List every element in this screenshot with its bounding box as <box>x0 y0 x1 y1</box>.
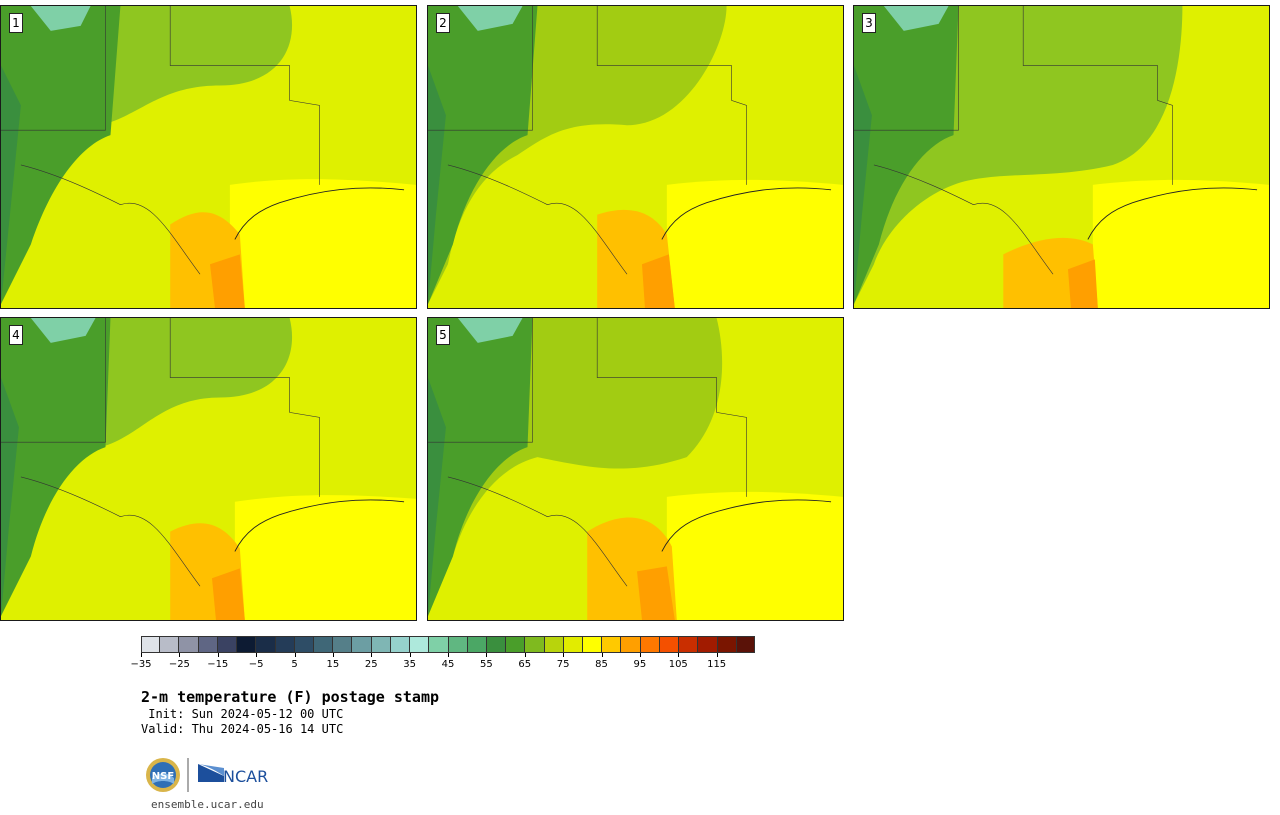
nsf-logo: NSF <box>146 758 180 792</box>
colorbar-ticks: −35 −25 −15 −5 5 15 25 35 45 55 65 75 85 95 105 115 <box>130 653 755 673</box>
ncar-logo-text: NCAR <box>223 767 268 786</box>
colorbar-swatch <box>410 636 430 653</box>
colorbar-swatch <box>333 636 353 653</box>
colorbar-swatch <box>256 636 276 653</box>
colorbar-tick-label: 15 <box>326 659 340 670</box>
colorbar-tick <box>639 653 641 657</box>
colorbar-swatch <box>583 636 603 653</box>
map-panel-3: 3 <box>853 5 1270 309</box>
colorbar-tick <box>141 653 142 657</box>
colorbar-swatch <box>217 636 238 653</box>
colorbar-tick <box>524 653 526 657</box>
init-time: Init: Sun 2024-05-12 00 UTC <box>141 707 344 721</box>
logos: NSF NCAR <box>144 756 274 796</box>
temperature-colorbar <box>141 636 755 653</box>
colorbar-tick-label: 35 <box>403 659 416 670</box>
colorbar-swatch <box>313 636 334 653</box>
map-panel-5: 5 <box>427 317 844 621</box>
colorbar-tick <box>332 653 334 657</box>
colorbar-swatch <box>352 636 372 653</box>
colorbar-swatch <box>237 636 257 653</box>
valid-time: Valid: Thu 2024-05-16 14 UTC <box>141 722 344 736</box>
colorbar-tick <box>448 653 449 657</box>
colorbar-swatch <box>659 636 680 653</box>
colorbar-swatch <box>698 636 718 653</box>
colorbar-swatch <box>429 636 449 653</box>
panel-number-label: 5 <box>436 325 450 345</box>
colorbar-swatch <box>679 636 699 653</box>
colorbar-tick <box>217 653 219 657</box>
colorbar-tick <box>716 653 718 657</box>
colorbar-swatch <box>198 636 218 653</box>
colorbar-tick-label: 85 <box>595 659 608 670</box>
temperature-map-5 <box>428 318 843 620</box>
colorbar-swatch <box>467 636 487 653</box>
colorbar-tick <box>256 653 258 657</box>
colorbar-swatch <box>506 636 526 653</box>
panel-number-label: 4 <box>9 325 23 345</box>
colorbar-tick <box>371 653 373 657</box>
colorbar-swatch <box>448 636 468 653</box>
colorbar-tick-label: 25 <box>364 659 378 670</box>
nsf-logo-text: NSF <box>152 771 174 782</box>
colorbar-swatch <box>390 636 411 653</box>
map-panel-4: 4 <box>0 317 417 621</box>
colorbar-tick-label: 5 <box>291 659 298 670</box>
colorbar-swatch <box>602 636 622 653</box>
colorbar-tick-label: −35 <box>130 659 152 670</box>
colorbar-tick-label: 115 <box>707 659 727 670</box>
colorbar-swatch <box>640 636 660 653</box>
colorbar-tick <box>563 653 565 657</box>
colorbar-swatch <box>179 636 199 653</box>
colorbar-tick <box>179 653 181 657</box>
map-panel-2: 2 <box>427 5 844 309</box>
website-url: ensemble.ucar.edu <box>151 798 264 811</box>
panel-number-label: 1 <box>9 13 23 33</box>
colorbar-tick-label: −5 <box>248 659 264 670</box>
chart-title: 2-m temperature (F) postage stamp <box>141 688 440 706</box>
colorbar-swatch <box>160 636 180 653</box>
temperature-map-1 <box>1 6 416 308</box>
colorbar-swatch <box>621 636 641 653</box>
colorbar-tick-label: 105 <box>668 659 688 670</box>
colorbar-swatch <box>486 636 507 653</box>
colorbar-tick-label: −25 <box>168 659 190 670</box>
colorbar-swatch <box>141 636 161 653</box>
temperature-map-4 <box>1 318 416 620</box>
colorbar-tick <box>409 653 411 657</box>
temperature-map-3 <box>854 6 1269 308</box>
colorbar-swatch <box>525 636 545 653</box>
colorbar-tick-label: 55 <box>480 659 493 670</box>
colorbar-tick-label: −15 <box>207 659 229 670</box>
colorbar-tick <box>601 653 603 657</box>
colorbar-swatch <box>736 636 755 653</box>
colorbar-tick <box>486 653 488 657</box>
panel-number-label: 3 <box>862 13 876 33</box>
map-panel-1: 1 <box>0 5 417 309</box>
colorbar-swatch <box>717 636 737 653</box>
colorbar-swatch <box>544 636 564 653</box>
colorbar-tick <box>678 653 680 657</box>
panel-number-label: 2 <box>436 13 450 33</box>
temperature-map-2 <box>428 6 843 308</box>
ncar-logo: NCAR <box>198 764 268 786</box>
colorbar-tick-label: 95 <box>633 659 647 670</box>
colorbar-tick-label: 45 <box>441 659 455 670</box>
colorbar-swatch <box>294 636 314 653</box>
colorbar-swatch <box>371 636 391 653</box>
colorbar-tick <box>294 653 296 657</box>
colorbar-swatch <box>275 636 295 653</box>
colorbar-swatch <box>563 636 584 653</box>
colorbar-tick-label: 65 <box>518 659 532 670</box>
colorbar-tick-label: 75 <box>556 659 570 670</box>
